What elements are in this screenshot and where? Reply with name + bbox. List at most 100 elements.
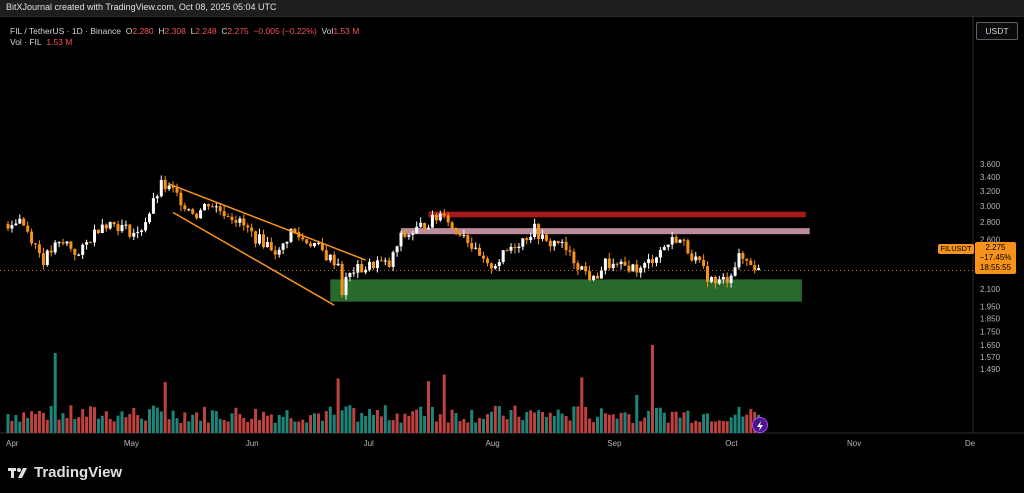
candle-body bbox=[364, 269, 368, 273]
price-change: −17.45% bbox=[979, 253, 1012, 262]
volume-bar bbox=[49, 406, 53, 433]
price-chart[interactable]: 3.6003.4003.2003.0002.8002.6002.4002.100… bbox=[0, 16, 1024, 455]
volume-bar bbox=[509, 410, 513, 433]
tradingview-logo[interactable]: TradingView bbox=[8, 464, 122, 481]
currency-button[interactable]: USDT bbox=[976, 22, 1018, 40]
candle-body bbox=[124, 224, 128, 226]
volume-bar bbox=[434, 421, 438, 433]
volume-bar bbox=[537, 410, 541, 433]
volume-bar bbox=[560, 413, 564, 433]
candle-body bbox=[607, 258, 611, 268]
candle-body bbox=[454, 228, 458, 232]
candle-body bbox=[356, 264, 360, 273]
volume-bar bbox=[572, 406, 576, 433]
candle-body bbox=[187, 209, 191, 211]
y-tick-label: 2.600 bbox=[980, 236, 1001, 245]
volume-bar bbox=[647, 410, 651, 433]
candle-body bbox=[336, 263, 340, 266]
candle-body bbox=[533, 223, 537, 237]
volume-bar bbox=[513, 405, 517, 433]
candle-body bbox=[548, 240, 552, 247]
volume-bar bbox=[698, 422, 702, 433]
candle-body bbox=[289, 228, 293, 242]
candle-body bbox=[576, 263, 580, 270]
candle-body bbox=[631, 264, 635, 272]
candle-body bbox=[49, 250, 53, 253]
volume-bar bbox=[674, 411, 678, 433]
volume-bar bbox=[749, 408, 753, 433]
volume-bar bbox=[348, 405, 352, 433]
candle-body bbox=[112, 222, 116, 225]
volume-bar bbox=[395, 413, 399, 433]
y-tick-label: 1.650 bbox=[980, 341, 1001, 350]
volume-bar bbox=[607, 414, 611, 433]
volume-bar bbox=[328, 406, 332, 433]
candle-body bbox=[179, 192, 183, 206]
candle-body bbox=[238, 218, 242, 223]
volume-bar bbox=[226, 421, 230, 433]
candle-body bbox=[199, 210, 203, 219]
volume-bar bbox=[289, 418, 293, 433]
candle-body bbox=[57, 242, 61, 244]
candle-body bbox=[167, 185, 171, 190]
volume-bar bbox=[179, 422, 183, 433]
volume-bar bbox=[372, 415, 375, 433]
candle-body bbox=[93, 229, 96, 243]
volume-bar bbox=[525, 411, 529, 433]
candle-body bbox=[140, 230, 144, 232]
candle-body bbox=[313, 242, 316, 247]
high-value: 2.308 bbox=[164, 26, 186, 36]
volume-bar bbox=[210, 410, 214, 433]
volume-bar bbox=[108, 419, 112, 433]
volume-bar bbox=[458, 421, 462, 433]
candle-body bbox=[391, 252, 395, 267]
volume-bar bbox=[53, 353, 57, 433]
y-tick-label: 1.850 bbox=[980, 315, 1001, 324]
candle-body bbox=[18, 218, 22, 224]
candle-body bbox=[37, 244, 41, 254]
candle-body bbox=[721, 276, 725, 280]
volume-bar bbox=[116, 415, 120, 433]
x-tick-label: Oct bbox=[725, 439, 738, 448]
candle-body bbox=[151, 198, 155, 214]
volume-bar bbox=[100, 415, 104, 433]
volume-bar bbox=[643, 417, 647, 433]
candle-body bbox=[128, 224, 132, 237]
candle-body bbox=[277, 249, 281, 255]
candle-body bbox=[77, 254, 81, 256]
volume-bar bbox=[57, 419, 61, 433]
volume-bar bbox=[411, 411, 415, 433]
candle-body bbox=[395, 246, 399, 253]
candle-body bbox=[69, 241, 73, 249]
volume-bar bbox=[670, 411, 674, 433]
candle-body bbox=[599, 270, 603, 279]
volume-bar bbox=[41, 412, 45, 433]
candle-body bbox=[702, 260, 706, 267]
legend-volume: Vol · FIL 1.53 M bbox=[10, 37, 72, 47]
volume-bar bbox=[195, 412, 199, 433]
candle-body bbox=[619, 261, 623, 265]
volume-bar bbox=[706, 413, 709, 433]
candle-body bbox=[254, 231, 258, 244]
volume-bar bbox=[529, 410, 533, 433]
x-tick-label: Sep bbox=[607, 439, 622, 448]
candle-body bbox=[733, 267, 737, 276]
candle-body bbox=[242, 218, 246, 226]
candle-body bbox=[262, 234, 265, 248]
volume-bar bbox=[273, 422, 277, 433]
volume-bar bbox=[132, 407, 136, 433]
volume-bar bbox=[206, 422, 210, 433]
candle-body bbox=[34, 243, 37, 245]
volume-bar bbox=[183, 412, 187, 433]
candle-body bbox=[10, 225, 14, 229]
attribution-bar: BitXJournal created with TradingView.com… bbox=[0, 0, 1024, 17]
candle-body bbox=[148, 213, 151, 223]
volume-bar bbox=[733, 414, 737, 433]
candle-body bbox=[269, 242, 273, 251]
lightning-icon[interactable] bbox=[752, 417, 768, 433]
candle-body bbox=[81, 244, 85, 255]
y-tick-label: 1.750 bbox=[980, 328, 1001, 337]
volume-bar bbox=[222, 420, 226, 433]
y-tick-label: 3.200 bbox=[980, 187, 1001, 196]
volume-bar bbox=[344, 406, 348, 433]
